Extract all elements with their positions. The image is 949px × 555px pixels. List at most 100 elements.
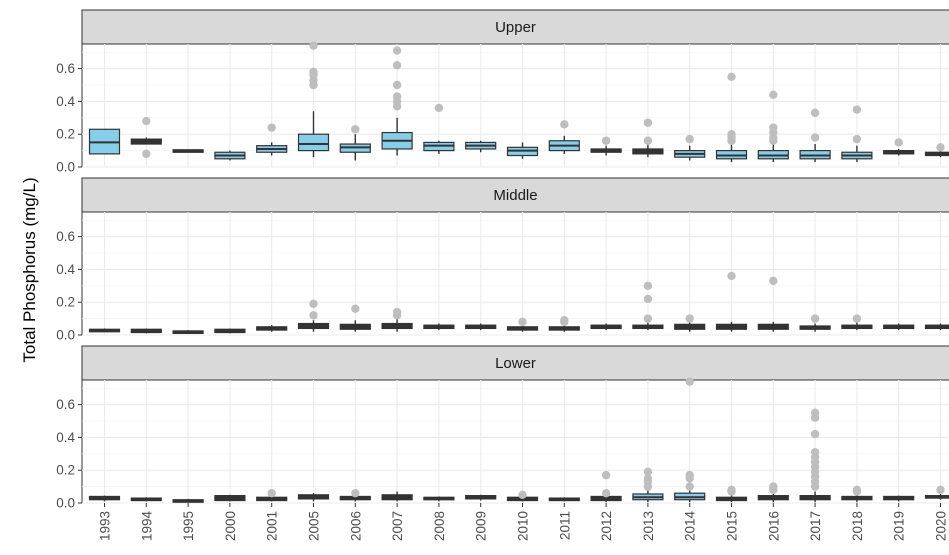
outlier-point: [518, 317, 527, 327]
outlier-point: [643, 474, 653, 483]
outlier-point: [309, 311, 318, 320]
outlier-point: [643, 467, 653, 477]
outlier-point: [601, 136, 611, 145]
box-2015: [715, 271, 748, 332]
outlier-point: [685, 134, 694, 144]
box-2016: [757, 482, 789, 503]
x-tick-label: 2019: [892, 511, 907, 541]
outlier-point: [810, 314, 820, 323]
x-tick-label: 2008: [432, 511, 447, 541]
box-1995: [172, 330, 204, 334]
x-tick-label: 2011: [557, 511, 572, 540]
facet-strip-label: Lower: [495, 355, 536, 372]
box-2019: [883, 495, 915, 502]
outlier-point: [810, 133, 820, 142]
outlier-point: [351, 125, 360, 134]
y-tick-label: 0.2: [56, 295, 75, 310]
outlier-point: [601, 470, 611, 480]
box-1995: [172, 149, 204, 153]
x-tick-label: 2009: [474, 511, 489, 541]
x-tick-label: 1994: [139, 511, 154, 542]
panel-background: [81, 379, 949, 504]
outlier-point: [810, 408, 820, 417]
box-2009: [465, 323, 497, 331]
outlier-point: [810, 447, 820, 457]
box-2005: [297, 41, 330, 158]
outlier-point: [643, 281, 653, 290]
box-2001: [256, 488, 288, 502]
y-tick-label: 0.0: [56, 328, 75, 343]
outlier-point: [936, 143, 945, 152]
x-tick-label: 2010: [516, 511, 531, 541]
y-tick-label: 0.4: [56, 430, 75, 445]
outlier-point: [643, 314, 653, 323]
x-tick-label: 2005: [307, 511, 322, 541]
y-tick-label: 0.4: [56, 94, 75, 109]
y-tick-label: 0.0: [56, 160, 75, 175]
box-2011: [548, 316, 580, 332]
box-1993: [88, 128, 121, 155]
box-2013: [632, 281, 664, 331]
box-2016: [757, 90, 789, 163]
outlier-point: [351, 488, 360, 498]
x-tick-label: 2017: [808, 511, 823, 541]
box-2020: [924, 485, 949, 500]
x-tick-label: 2000: [223, 511, 238, 541]
box-2005: [297, 493, 330, 502]
box-2007: [381, 491, 413, 502]
box-2000: [214, 150, 246, 161]
box-2012: [590, 470, 622, 503]
outlier-point: [685, 482, 694, 491]
box-2012: [590, 136, 622, 156]
x-tick-label: 1995: [181, 511, 196, 541]
facet-panel-upper: Upper 0.0 0.2 0.4 0.6: [56, 9, 949, 175]
facet-panel-middle: Middle 0.0 0.2 0.4 0.6: [56, 177, 949, 343]
box-1994: [130, 497, 162, 502]
outlier-point: [309, 41, 318, 50]
outlier-point: [518, 490, 527, 499]
box-iqr: [297, 133, 330, 152]
outlier-point: [894, 138, 903, 147]
box-2009: [465, 494, 497, 501]
outlier-point: [727, 271, 736, 281]
box-2020: [924, 143, 949, 158]
x-tick-label: 1993: [98, 511, 113, 541]
box-2015: [715, 485, 748, 503]
outlier-point: [810, 429, 820, 439]
outlier-point: [769, 90, 778, 100]
outlier-point: [685, 377, 694, 386]
outlier-point: [727, 72, 736, 82]
box-2014: [674, 377, 706, 503]
outlier-point: [351, 304, 360, 313]
outlier-point: [560, 316, 569, 325]
outlier-point: [309, 67, 318, 77]
box-2014: [674, 134, 706, 161]
facet-strip: [81, 9, 949, 45]
outlier-point: [392, 46, 402, 55]
outlier-point: [560, 120, 569, 129]
box-2000: [214, 494, 246, 502]
box-2011: [548, 497, 580, 502]
box-1993: [88, 328, 121, 333]
outlier-point: [727, 485, 736, 495]
box-2006: [339, 304, 371, 332]
y-tick-label: 0.4: [56, 262, 75, 277]
box-2018: [841, 314, 873, 331]
box-1995: [172, 498, 204, 503]
outlier-point: [392, 80, 402, 90]
box-2016: [757, 276, 789, 332]
x-tick-label: 2013: [641, 511, 656, 541]
x-tick-label: 2020: [934, 511, 949, 541]
x-tick-label: 2006: [348, 511, 363, 541]
outlier-point: [643, 118, 653, 127]
outlier-point: [142, 149, 151, 159]
box-2008: [423, 103, 455, 154]
outlier-point: [769, 123, 778, 132]
outlier-point: [267, 488, 276, 498]
y-tick-label: 0.6: [56, 61, 75, 76]
outlier-point: [643, 294, 653, 304]
box-2001: [256, 325, 288, 332]
y-tick-label: 0.6: [56, 397, 75, 412]
box-2018: [841, 105, 873, 163]
box-2017: [799, 108, 831, 163]
